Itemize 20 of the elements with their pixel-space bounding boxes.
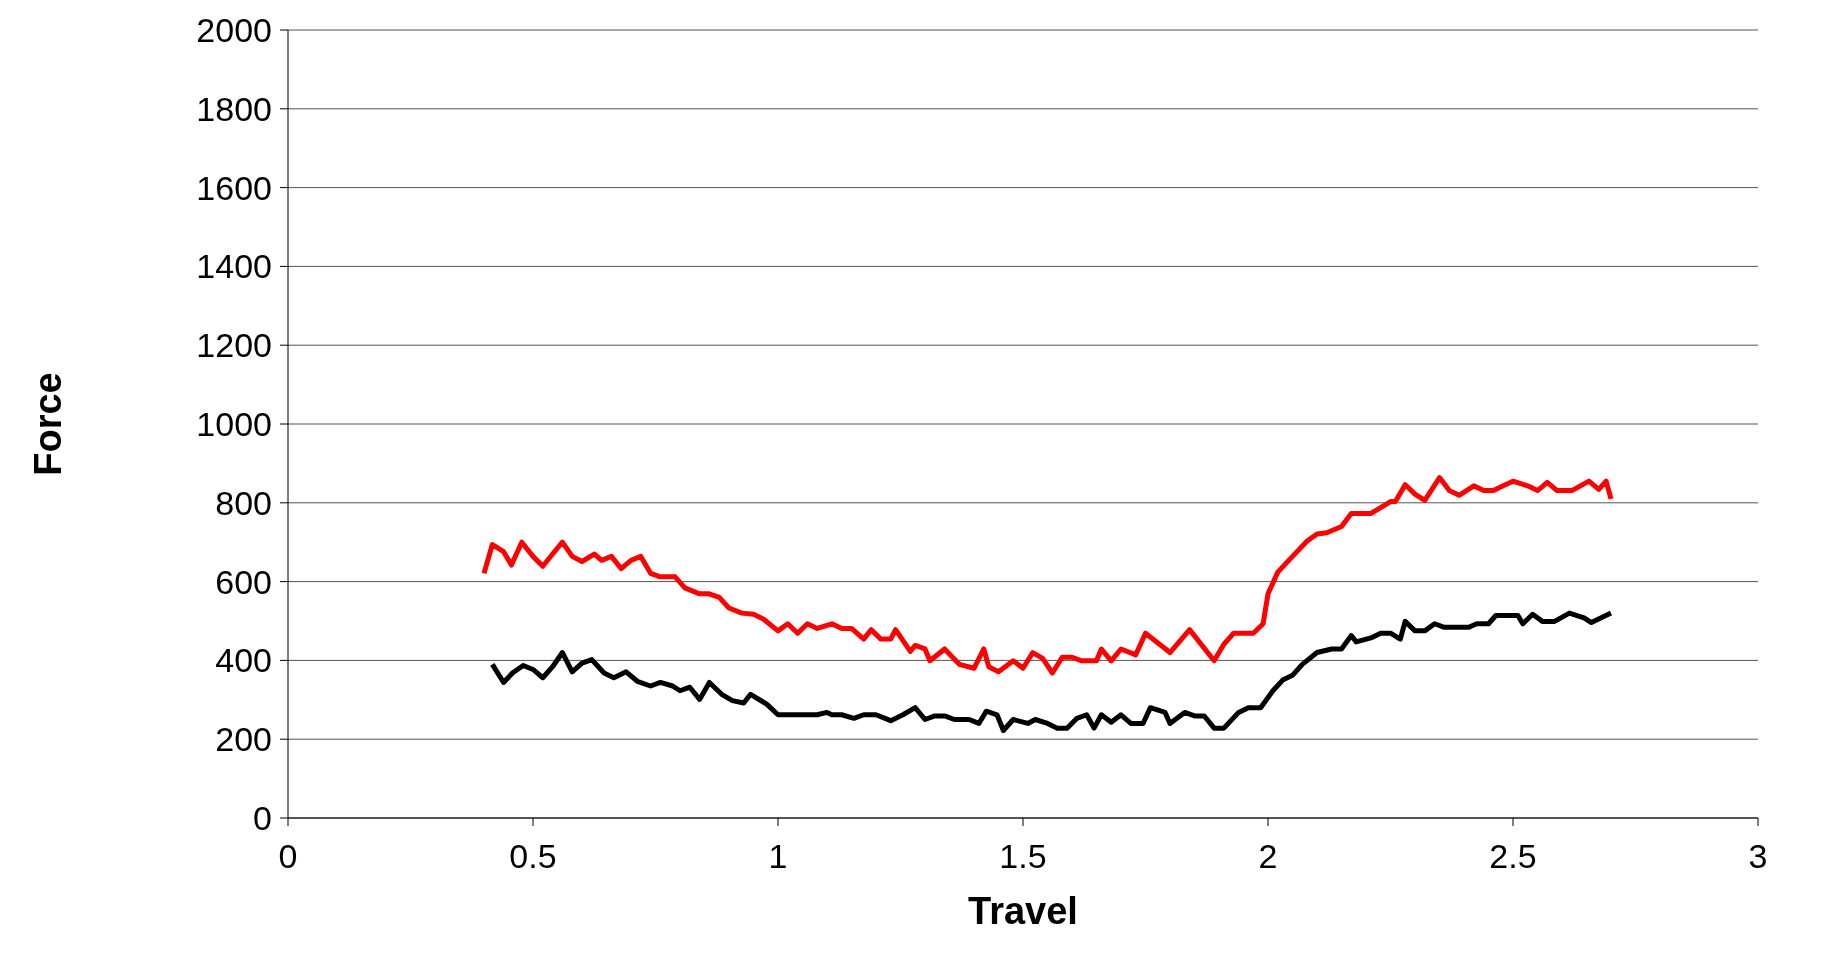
x-tick-label: 3 [1748,837,1768,876]
y-tick-label: 600 [215,562,272,601]
x-tick-label: 0.5 [509,837,557,876]
y-tick-label: 2000 [196,11,272,50]
y-tick-label: 1800 [196,89,272,128]
y-tick-label: 200 [215,720,272,759]
y-tick-label: 400 [215,641,272,680]
x-tick-label: 1.5 [999,837,1047,876]
y-tick-label: 1000 [196,405,272,444]
y-tick-label: 800 [215,483,272,522]
y-axis-title: Force [27,372,70,476]
y-tick-label: 0 [253,799,272,838]
y-tick-label: 1400 [196,247,272,286]
y-tick-label: 1600 [196,168,272,207]
x-tick-label: 2 [1258,837,1278,876]
x-axis-title: Travel [968,890,1078,932]
x-tick-label: 2.5 [1489,837,1537,876]
y-tick-label: 1200 [196,326,272,365]
x-tick-label: 1 [768,837,788,876]
x-tick-label: 0 [278,837,298,876]
